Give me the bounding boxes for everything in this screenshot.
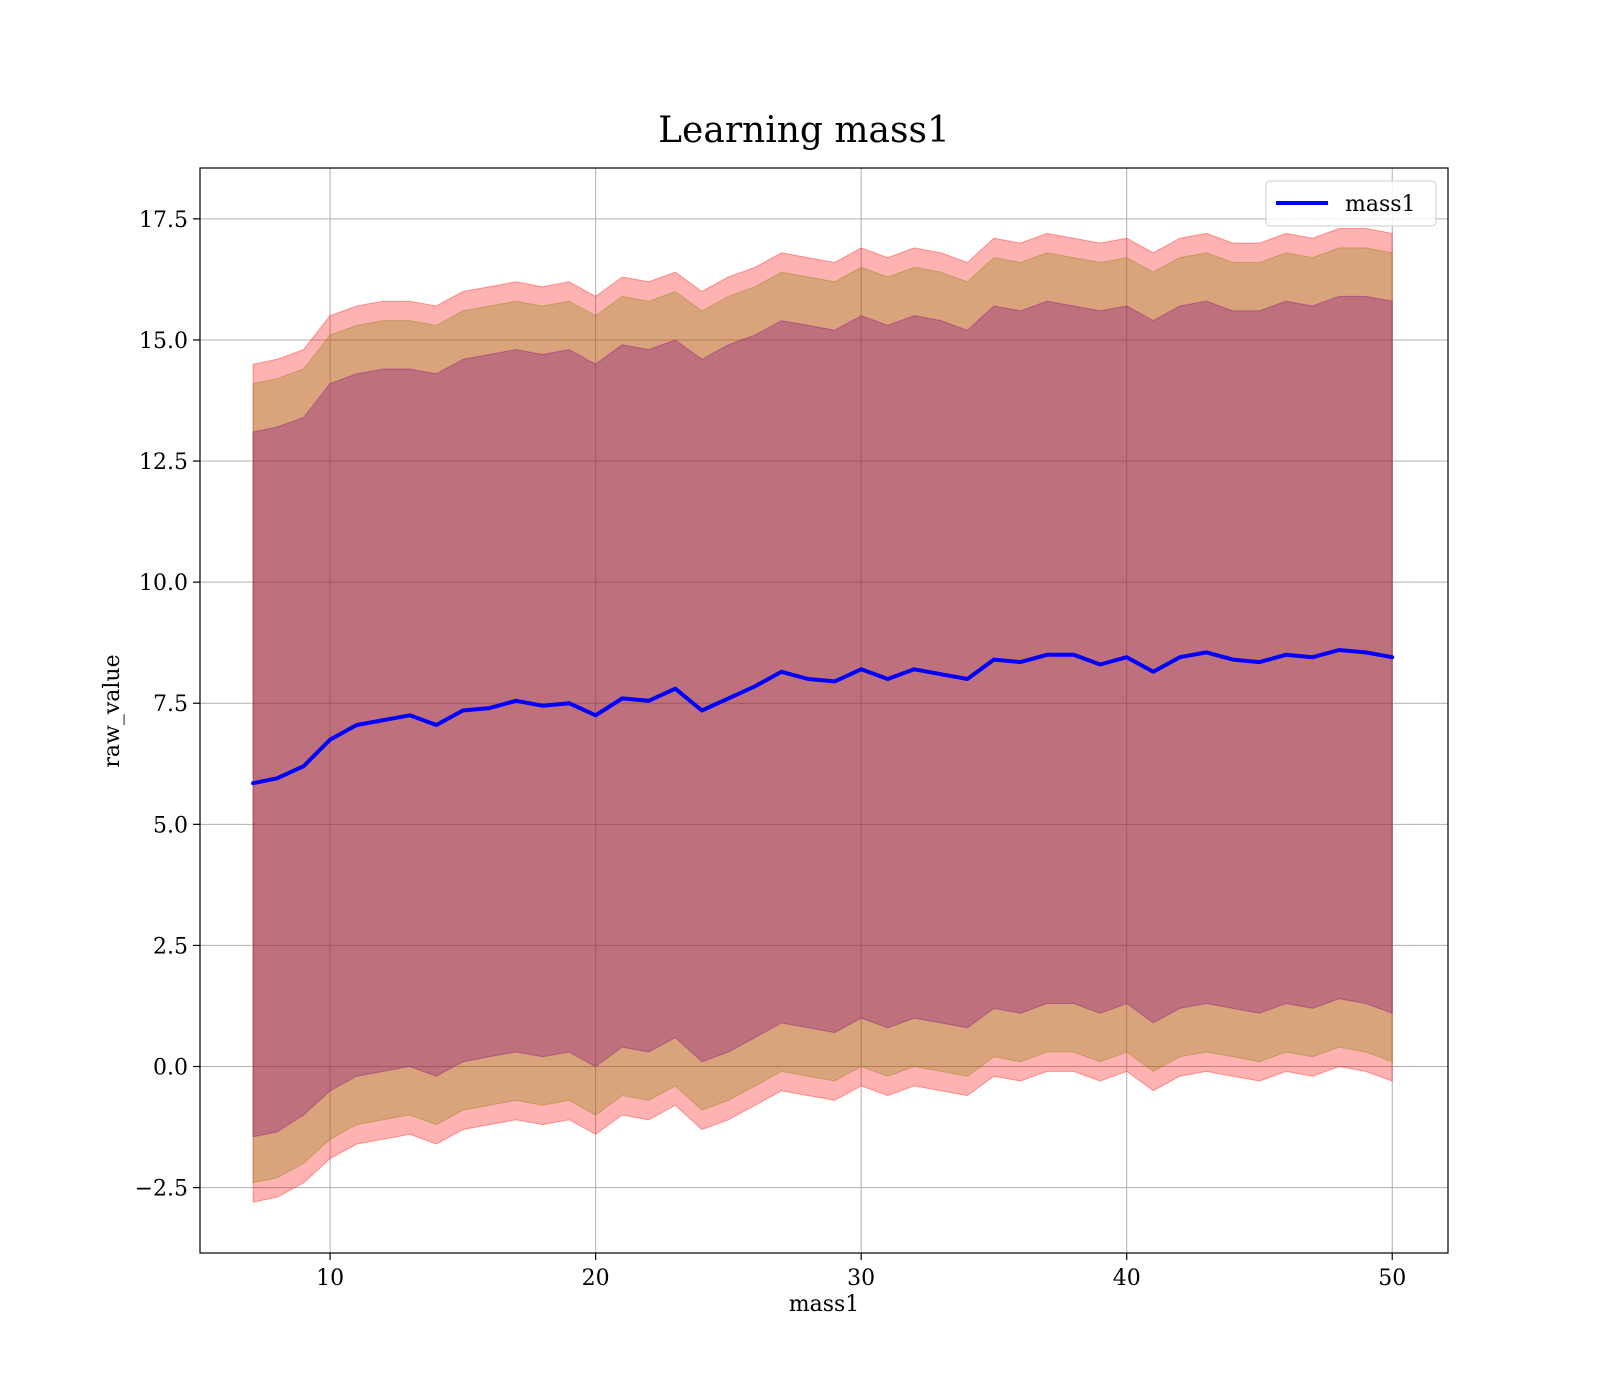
data-point (382, 719, 385, 721)
chart-title: Learning mass1 (658, 110, 950, 151)
data-point (1205, 651, 1208, 654)
confidence-bands (252, 228, 1393, 1203)
y-tick-label: 17.5 (139, 208, 188, 233)
y-tick-label: −2.5 (135, 1177, 188, 1202)
data-point (647, 700, 650, 702)
data-point (1258, 661, 1261, 663)
y-tick-label: 10.0 (139, 571, 188, 596)
data-point (462, 709, 464, 712)
y-tick-label: 5.0 (153, 813, 188, 838)
data-point (1125, 656, 1128, 658)
data-point (302, 765, 305, 767)
series-lines (251, 648, 1395, 786)
x-tick-label: 50 (1378, 1266, 1406, 1291)
data-point (940, 673, 942, 675)
data-point (1364, 651, 1367, 654)
data-point (1046, 654, 1048, 656)
data-point (329, 738, 331, 741)
data-point (435, 724, 438, 726)
y-tick-label: 12.5 (139, 450, 188, 475)
data-point (993, 658, 995, 661)
data-point (674, 687, 677, 690)
data-point (1311, 656, 1314, 658)
data-point (754, 685, 756, 688)
x-tick-label: 30 (847, 1266, 875, 1291)
data-point (409, 714, 411, 717)
data-point (833, 680, 836, 683)
confidence-band-3 (252, 295, 1393, 1138)
y-tick-label: 7.5 (153, 692, 188, 717)
data-point (541, 704, 544, 707)
x-tick-label: 10 (316, 1266, 344, 1291)
data-point (727, 697, 730, 700)
x-tick-label: 20 (582, 1266, 610, 1291)
y-tick-label: 15.0 (139, 329, 188, 354)
data-point (276, 777, 278, 780)
data-point (568, 702, 570, 704)
data-point (966, 678, 969, 680)
legend: mass1 (1265, 180, 1437, 227)
data-point (621, 697, 623, 700)
data-point (1152, 671, 1155, 673)
x-axis-title: mass1 (789, 1292, 860, 1317)
data-point (886, 678, 889, 680)
data-point (1232, 658, 1234, 661)
data-point (252, 782, 254, 784)
data-point (515, 700, 517, 702)
axis-ticks: 10 20 30 40 50 −2.5 0.0 2.5 5.0 7.5 10.0 12.5 15.0 17… (135, 208, 1407, 1291)
data-point (807, 678, 809, 680)
data-point (913, 668, 916, 671)
legend-box (1265, 180, 1437, 227)
data-point (1099, 663, 1101, 666)
data-point (701, 709, 703, 712)
data-point (355, 724, 358, 726)
data-point (1338, 649, 1340, 651)
data-point (1285, 654, 1287, 656)
data-point (1019, 661, 1022, 663)
series-line-mass1 (251, 648, 1395, 786)
y-axis-title: raw_value (100, 654, 125, 767)
confidence-band-2 (252, 247, 1393, 1184)
data-point (488, 707, 491, 709)
plot-frame (199, 167, 1449, 1254)
x-tick-label: 40 (1113, 1266, 1141, 1291)
data-point (1391, 656, 1393, 658)
grid (200, 168, 1448, 1253)
data-point (594, 714, 597, 717)
data-point (1072, 654, 1075, 656)
plot-background (200, 168, 1448, 1253)
data-point (1179, 656, 1181, 658)
y-tick-label: 0.0 (153, 1056, 188, 1081)
y-tick-label: 2.5 (153, 934, 188, 959)
confidence-band-1 (252, 228, 1393, 1203)
data-point (780, 671, 783, 673)
legend-label-mass1: mass1 (1345, 192, 1416, 217)
data-point (860, 668, 862, 671)
